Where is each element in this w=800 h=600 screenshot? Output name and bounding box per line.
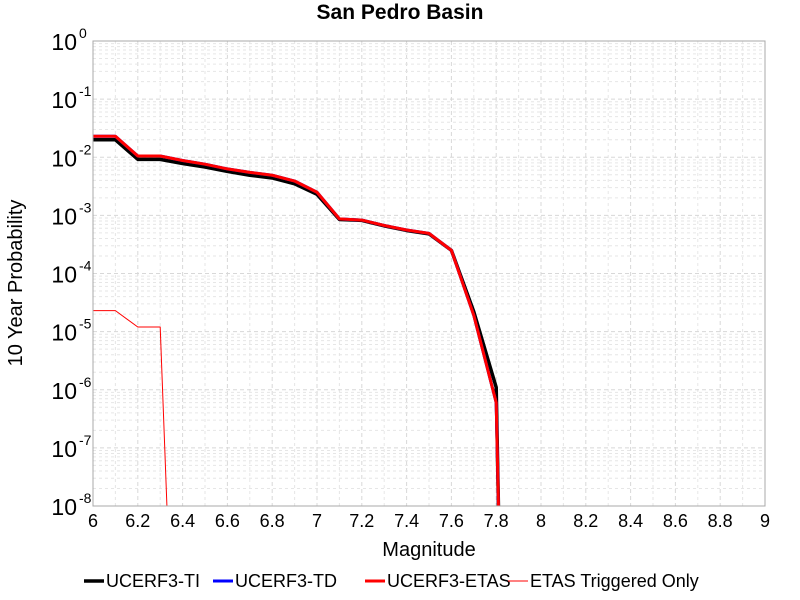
x-tick-label: 8.6 (663, 511, 688, 531)
y-tick-exponent: -3 (79, 199, 92, 215)
y-tick-exponent: -4 (79, 258, 92, 274)
plot-frame (92, 40, 766, 507)
x-tick-label: 8.4 (618, 511, 643, 531)
y-tick-label: 10 (51, 494, 77, 520)
legend-label: UCERF3-ETAS (387, 571, 511, 591)
x-tick-labels: 6 6.2 6.4 6.6 6.8 7 7.2 7.4 7.6 7.8 8 8.2 8.4 8.6 8.8 9 (88, 511, 770, 531)
y-tick-exponent: -5 (79, 316, 92, 332)
y-tick-exponent: 0 (79, 25, 87, 41)
grid (93, 41, 765, 506)
x-tick-label: 7.6 (439, 511, 464, 531)
y-tick-label: 10 (51, 378, 77, 404)
legend-label: ETAS Triggered Only (530, 571, 699, 591)
chart-title: San Pedro Basin (317, 1, 484, 24)
x-tick-label: 7 (312, 511, 322, 531)
y-tick-label: 10 (51, 29, 77, 55)
x-tick-label: 8.2 (573, 511, 598, 531)
x-tick-label: 7.2 (349, 511, 374, 531)
y-axis-label: 10 Year Probability (5, 200, 27, 367)
legend: UCERF3-TI UCERF3-TD UCERF3-ETAS ETAS Trigge… (84, 571, 699, 591)
y-tick-exponent: -2 (79, 141, 92, 157)
series-line-3 (93, 134, 500, 507)
x-tick-label: 6 (88, 511, 98, 531)
x-tick-label: 6.4 (170, 511, 195, 531)
y-tick-label: 10 (51, 145, 77, 171)
legend-label: UCERF3-TI (106, 571, 200, 591)
x-axis-label: Magnitude (382, 539, 475, 561)
x-tick-label: 7.8 (484, 511, 509, 531)
y-tick-exponent: -1 (79, 83, 92, 99)
x-tick-label: 6.6 (215, 511, 240, 531)
y-tick-label: 10 (51, 203, 77, 229)
x-tick-label: 8.8 (708, 511, 733, 531)
x-tick-label: 8 (536, 511, 546, 531)
y-tick-label: 10 (51, 436, 77, 462)
legend-label: UCERF3-TD (235, 571, 337, 591)
x-tick-label: 6.8 (260, 511, 285, 531)
series-line-4 (93, 310, 168, 507)
series-layer (93, 134, 501, 507)
y-tick-exponent: -8 (79, 490, 92, 506)
y-tick-label: 10 (51, 87, 77, 113)
x-tick-label: 6.2 (125, 511, 150, 531)
x-tick-label: 7.4 (394, 511, 419, 531)
y-tick-label: 10 (51, 320, 77, 346)
y-tick-exponent: -6 (79, 374, 92, 390)
y-tick-exponent: -7 (79, 432, 92, 448)
y-tick-label: 10 (51, 262, 77, 288)
x-tick-label: 9 (760, 511, 770, 531)
